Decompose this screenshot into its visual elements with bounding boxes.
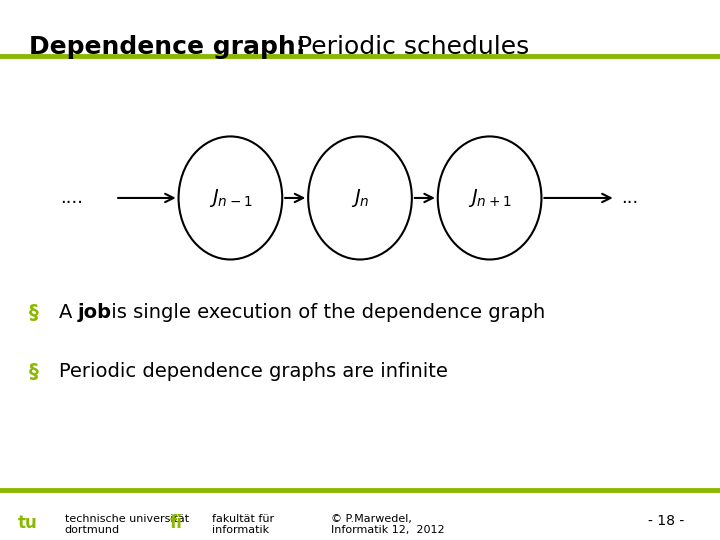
Text: job: job [78,303,112,322]
Text: §: § [29,303,39,322]
Text: - 18 -: - 18 - [648,514,684,528]
Text: fakultät für
informatik: fakultät für informatik [212,514,274,535]
Text: Periodic schedules: Periodic schedules [289,35,530,59]
Text: Periodic dependence graphs are infinite: Periodic dependence graphs are infinite [59,362,448,381]
Text: ...: ... [621,189,639,207]
Text: $J_{n-1}$: $J_{n-1}$ [209,187,252,209]
Text: ....: .... [60,189,84,207]
Text: Dependence graph:: Dependence graph: [29,35,305,59]
Text: tu: tu [18,514,37,532]
Text: A: A [59,303,78,322]
Text: technische universität
dortmund: technische universität dortmund [65,514,189,535]
Text: © P.Marwedel,
Informatik 12,  2012: © P.Marwedel, Informatik 12, 2012 [331,514,445,535]
Text: fi: fi [169,514,182,532]
Text: is single execution of the dependence graph: is single execution of the dependence gr… [105,303,545,322]
Text: $J_n$: $J_n$ [351,187,369,209]
Text: $J_{n+1}$: $J_{n+1}$ [468,187,511,209]
Text: §: § [29,362,39,381]
